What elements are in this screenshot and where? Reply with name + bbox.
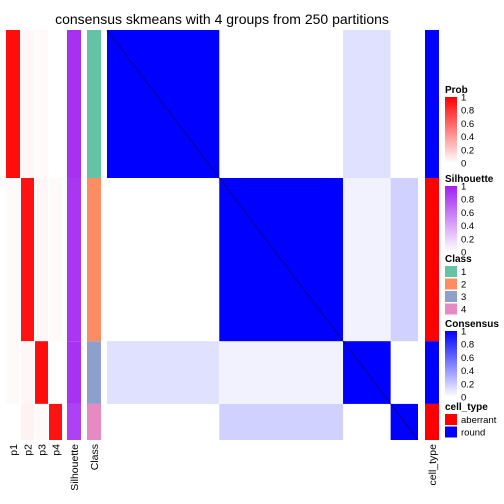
silhouette-class-2 bbox=[67, 178, 81, 342]
consensus-block-3-2 bbox=[219, 341, 344, 404]
column-label-p2: p2 bbox=[23, 444, 35, 456]
legend-title-class: Class bbox=[445, 254, 472, 265]
legend-swatch-class bbox=[445, 291, 457, 302]
legend-swatch-class bbox=[445, 303, 457, 315]
class-cell-1 bbox=[87, 30, 101, 179]
legend-tick-prob: 0.2 bbox=[461, 145, 474, 156]
column-label-p4: p4 bbox=[51, 444, 63, 456]
consensus-block-2-4 bbox=[390, 178, 418, 342]
class-cell-4 bbox=[87, 403, 101, 440]
class-cell-2 bbox=[87, 178, 101, 342]
prob-p2-class-4 bbox=[21, 403, 34, 440]
prob-p4-class-3 bbox=[49, 341, 62, 404]
cell-type-class-2 bbox=[425, 178, 439, 342]
diagonal-class-3 bbox=[342, 340, 391, 405]
consensus-block-3-1 bbox=[107, 341, 220, 404]
legend-swatch-cell-type bbox=[445, 414, 457, 425]
legends: Prob10.80.60.40.20Silhouette10.80.60.40.… bbox=[445, 85, 499, 439]
legend-label-class: 3 bbox=[461, 292, 466, 303]
legend-title-cell-type: cell_type bbox=[445, 402, 488, 413]
legend-tick-prob: 0.8 bbox=[461, 106, 474, 117]
legend-tick-prob: 1 bbox=[461, 93, 466, 104]
legend-label-class: 1 bbox=[461, 267, 466, 278]
legend-tick-prob: 0 bbox=[461, 159, 466, 170]
prob-p1-class-3 bbox=[6, 341, 20, 404]
prob-p1-class-2 bbox=[6, 178, 20, 342]
legend-tick-silhouette: 1 bbox=[461, 182, 466, 193]
legend-tick-silhouette: 0.2 bbox=[461, 234, 474, 245]
silhouette-class-3 bbox=[67, 341, 81, 404]
column-label-silhouette: Silhouette bbox=[69, 444, 81, 491]
legend-swatch-class bbox=[445, 266, 457, 277]
prob-p3-class-3 bbox=[35, 341, 48, 404]
prob-p3-class-2 bbox=[35, 178, 48, 342]
legend-tick-consensus: 0.2 bbox=[461, 379, 474, 390]
silhouette-class-1 bbox=[67, 30, 81, 179]
prob-p1-class-1 bbox=[6, 30, 20, 179]
legend-gradient-silhouette bbox=[445, 186, 457, 252]
prob-p3-class-4 bbox=[35, 403, 48, 440]
cell-type-class-3 bbox=[425, 341, 439, 404]
legend-tick-consensus: 0.4 bbox=[461, 366, 474, 377]
legend-swatch-cell-type bbox=[445, 426, 457, 438]
column-label-p1: p1 bbox=[8, 444, 20, 456]
class-cell-3 bbox=[87, 341, 101, 404]
legend-title-silhouette: Silhouette bbox=[445, 174, 494, 185]
cell-type-class-4 bbox=[425, 403, 439, 440]
legend-swatch-class bbox=[445, 278, 457, 290]
legend-title-consensus: Consensus bbox=[445, 319, 499, 330]
prob-p1-class-4 bbox=[6, 403, 20, 440]
prob-p2-class-3 bbox=[21, 341, 34, 404]
prob-p4-class-4 bbox=[49, 403, 62, 440]
consensus-block-2-3 bbox=[343, 178, 391, 342]
annotation-columns bbox=[6, 30, 101, 440]
column-label-p3: p3 bbox=[37, 444, 49, 456]
legend-tick-consensus: 1 bbox=[461, 327, 466, 338]
consensus-matrix bbox=[106, 29, 419, 441]
legend-label-class: 4 bbox=[461, 305, 466, 316]
legend-label-cell-type: round bbox=[461, 428, 485, 439]
column-label-class: Class bbox=[89, 444, 101, 470]
legend-tick-silhouette: 0.6 bbox=[461, 208, 474, 219]
prob-p4-class-1 bbox=[49, 30, 62, 179]
legend-tick-prob: 0.6 bbox=[461, 119, 474, 130]
diagonal-class-4 bbox=[390, 403, 419, 441]
cell-type-class-1 bbox=[425, 30, 439, 179]
column-labels: p1 p2 p3 p4 Silhouette Class cell_type bbox=[8, 444, 439, 491]
prob-p2-class-1 bbox=[21, 30, 34, 179]
legend-tick-consensus: 0.6 bbox=[461, 353, 474, 364]
prob-p4-class-2 bbox=[49, 178, 62, 342]
cell-type-column bbox=[425, 30, 439, 440]
prob-p2-class-2 bbox=[21, 178, 34, 342]
legend-title-prob: Prob bbox=[445, 85, 468, 96]
legend-label-cell-type: aberrant bbox=[461, 415, 497, 426]
legend-tick-consensus: 0 bbox=[461, 393, 466, 404]
legend-tick-prob: 0.4 bbox=[461, 132, 474, 143]
legend-label-class: 2 bbox=[461, 280, 466, 291]
prob-p3-class-1 bbox=[35, 30, 48, 179]
column-label-cell-type: cell_type bbox=[427, 444, 439, 486]
diagonal-class-2 bbox=[218, 177, 344, 342]
legend-tick-silhouette: 0.8 bbox=[461, 195, 474, 206]
diagonal-class-1 bbox=[106, 29, 220, 179]
silhouette-class-4 bbox=[67, 403, 81, 440]
legend-tick-consensus: 0.8 bbox=[461, 340, 474, 351]
consensus-block-4-2 bbox=[219, 403, 344, 440]
legend-tick-silhouette: 0 bbox=[461, 248, 466, 259]
chart-title: consensus skmeans with 4 groups from 250… bbox=[55, 11, 389, 27]
legend-gradient-prob bbox=[445, 97, 457, 163]
consensus-block-1-3 bbox=[343, 30, 391, 179]
legend-gradient-consensus bbox=[445, 331, 457, 397]
legend-tick-silhouette: 0.4 bbox=[461, 221, 474, 232]
